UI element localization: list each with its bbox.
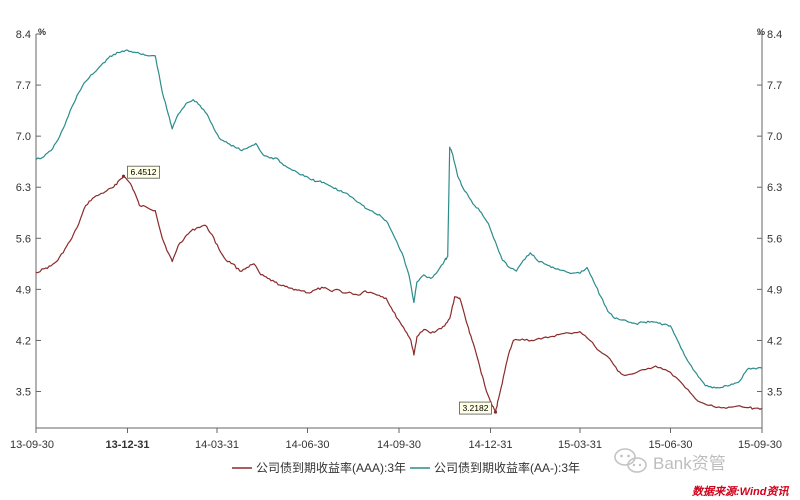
x-tick-label: 14-09-30: [377, 439, 421, 451]
series-layer: [35, 49, 763, 413]
y-tick-label-right: 6.3: [767, 182, 782, 194]
watermark-label: Bank资管: [653, 454, 726, 473]
annotation-box: [459, 401, 492, 415]
legend-label: 公司债到期收益率(AAA):3年: [256, 460, 406, 475]
annotation-layer: 6.4512 3.2182: [121, 165, 498, 415]
x-tick-label: 14-03-31: [195, 439, 239, 451]
legend-label: 公司债到期收益率(AA-):3年: [434, 460, 580, 475]
unit-left-label: %: [38, 27, 46, 37]
legend: 公司债到期收益率(AAA):3年 公司债到期收益率(AA-):3年: [232, 460, 580, 475]
plot-frame: [35, 34, 763, 429]
x-tick-label: 14-06-30: [285, 439, 329, 451]
x-tick-label: 13-12-31: [105, 439, 149, 451]
annotation-point: [121, 174, 126, 178]
y-tick-label-left: 5.6: [16, 233, 31, 245]
source-label: 数据来源:Wind资讯: [692, 485, 789, 498]
y-tick-label-right: 8.4: [767, 29, 782, 41]
wechat-icon: [614, 448, 647, 473]
y-tick-label-right: 7.7: [767, 80, 782, 92]
y-tick-label-left: 7.7: [16, 80, 31, 92]
x-tick-label: 13-09-30: [10, 439, 54, 451]
x-axis: 13-09-30 13-12-31 14-03-31 14-06-30 14-09-30…: [10, 428, 782, 451]
y-tick-label-right: 4.9: [767, 284, 782, 296]
x-tick-label: 15-09-30: [738, 439, 782, 451]
y-axis-right: 3.5 4.2 4.9 5.6 6.3 7.0 7.7 8.4: [757, 29, 782, 399]
y-axis-left: 3.5 4.2 4.9 5.6 6.3 7.0 7.7 8.4: [16, 29, 41, 399]
watermark: Bank资管: [614, 448, 726, 473]
series-line-1: [35, 49, 763, 389]
x-tick-label: 14-12-31: [468, 439, 512, 451]
y-tick-label-left: 4.9: [16, 284, 31, 296]
y-tick-label-left: 6.3: [16, 182, 31, 194]
unit-right-label: %: [757, 27, 765, 37]
x-tick-label: 15-03-31: [558, 439, 602, 451]
y-tick-label-left: 4.2: [16, 335, 31, 347]
x-tick-label: 15-06-30: [648, 439, 692, 451]
annotation-label: 6.4512: [131, 167, 157, 177]
annotation-label: 3.2182: [462, 403, 488, 413]
y-tick-label-left: 3.5: [16, 387, 31, 399]
y-tick-label-right: 4.2: [767, 335, 782, 347]
series-line-0: [35, 175, 763, 413]
annotation-point: [493, 410, 498, 414]
annotation-box: [127, 165, 160, 179]
y-tick-label-left: 8.4: [16, 29, 31, 41]
y-tick-label-right: 7.0: [767, 131, 782, 143]
y-tick-label-right: 3.5: [767, 387, 782, 399]
y-tick-label-left: 7.0: [16, 131, 31, 143]
y-tick-label-right: 5.6: [767, 233, 782, 245]
